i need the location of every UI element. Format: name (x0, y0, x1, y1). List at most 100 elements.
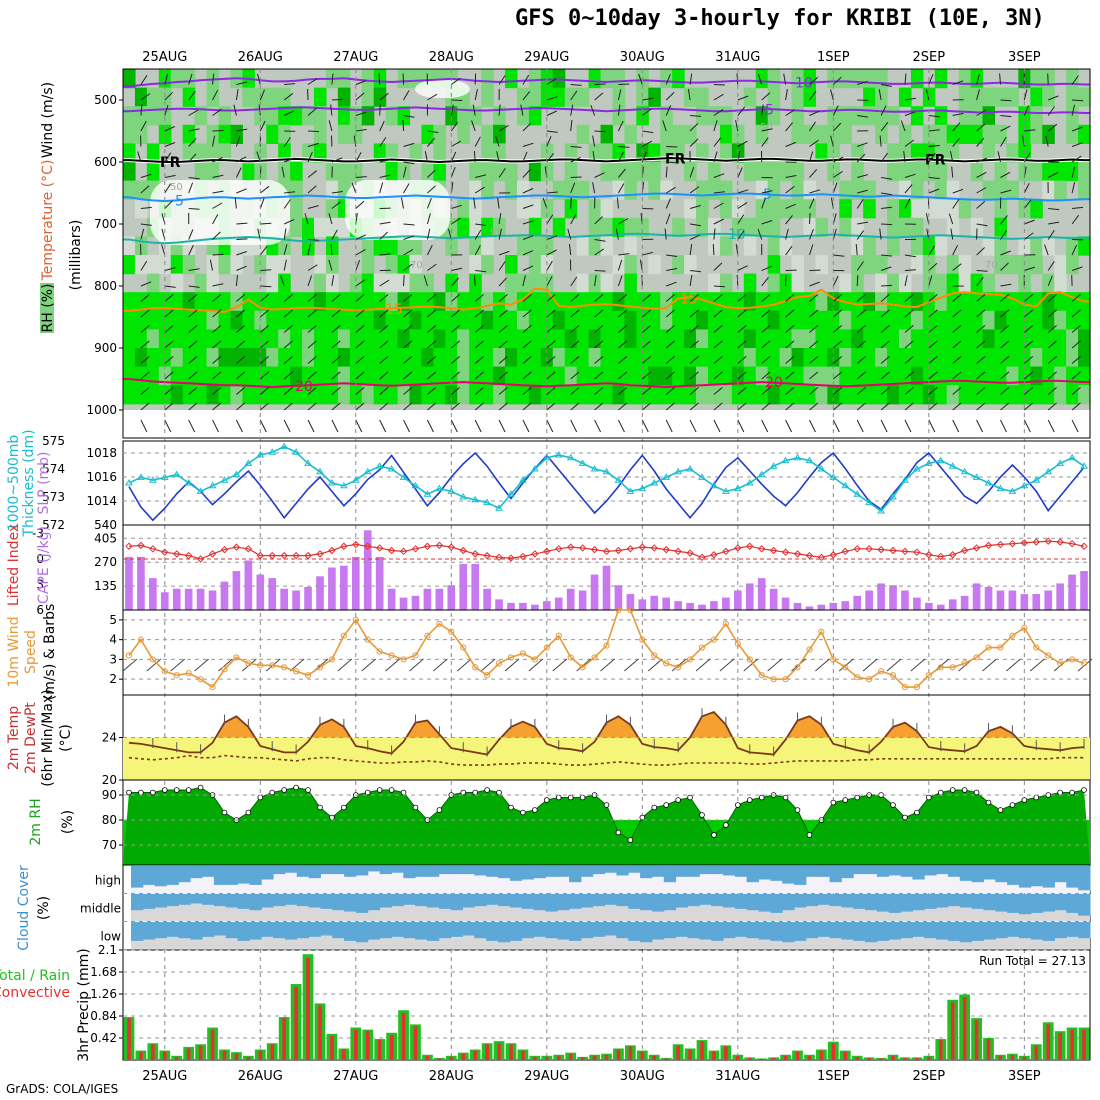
cloud-bar (367, 894, 381, 911)
cloud-bar (604, 922, 617, 936)
rh-shading-cell (314, 255, 327, 275)
rh-shading-cell (516, 236, 530, 256)
rh-shading-cell (182, 366, 196, 386)
wind-speed-line-point (675, 664, 682, 671)
cloud-bar (202, 894, 215, 905)
cape-bar (1008, 590, 1017, 610)
wind-barb (761, 137, 769, 147)
li-point (495, 553, 503, 562)
surface-wind-barb (1000, 419, 1007, 433)
precip-convective-bar (1022, 1056, 1027, 1060)
wind-barb (403, 166, 407, 178)
rh2m-point (842, 797, 849, 803)
thickness-line-point (208, 481, 217, 489)
rh-shading-cell (839, 124, 852, 144)
wind-barb (546, 214, 554, 225)
wind-speed-line-point (161, 668, 168, 675)
cape-bar (256, 574, 265, 610)
rh-shading-cell (624, 162, 637, 182)
cloud-bar (1078, 922, 1091, 939)
rh-shading-cell (469, 255, 482, 275)
surface-wind-barb (1047, 419, 1055, 433)
rh-shading-cell (982, 329, 996, 349)
wind-barb (140, 223, 152, 226)
wind-barb (1047, 294, 1057, 302)
wind-barb (928, 188, 940, 194)
wind-barb (379, 309, 389, 318)
rh-shading-cell (624, 217, 637, 237)
rh-shading-cell (373, 87, 387, 107)
cloud-bar (711, 894, 724, 907)
rh-shading-cell (576, 366, 590, 386)
rh-shading-cell (588, 69, 602, 89)
wind-barb (259, 198, 265, 209)
wind-barb (1024, 129, 1036, 132)
rh-shading-cell (421, 162, 434, 182)
wind-barb (737, 230, 745, 240)
rh-shading-cell (934, 124, 948, 144)
li-point (507, 554, 515, 562)
wind-barb (689, 356, 699, 364)
rh-shading-cell (934, 106, 948, 126)
li-line (128, 540, 1085, 560)
cape-bar (447, 585, 456, 610)
cloud-bar (675, 894, 688, 908)
wind-barb (570, 294, 580, 302)
rh-shading-cell (493, 310, 506, 330)
wind-barb (689, 294, 699, 302)
wind-barb (1000, 262, 1009, 271)
wind-barb (307, 130, 320, 133)
li-point (590, 545, 599, 554)
wind-barb (307, 402, 317, 411)
rh-shading-cell (290, 199, 303, 219)
wind-barb (260, 285, 272, 288)
rh-shading-cell (170, 366, 184, 386)
rh-shading-cell (254, 106, 267, 126)
cape-bar (566, 588, 575, 610)
cloud-bar (1042, 866, 1055, 888)
wind-barb (1071, 75, 1079, 85)
rh-shading-cell (910, 199, 924, 219)
wind-barb (259, 89, 265, 101)
rh-shading-cell (194, 273, 208, 293)
temperature-contour-label: 15 (385, 302, 403, 318)
cloud-bar (770, 866, 783, 881)
wind-barb (809, 139, 819, 147)
wind-barb (188, 109, 199, 116)
rh-shading-cell (1006, 180, 1019, 200)
rh-shading-cell (946, 143, 960, 163)
pressure-tick-label: 800 (94, 279, 117, 293)
rh-shading-cell (528, 217, 542, 237)
rh-shading-cell (922, 329, 936, 349)
cloud-bar (1030, 922, 1044, 940)
rh-shading-cell (1066, 329, 1079, 349)
wind-barb (809, 281, 820, 287)
rh-shading-cell (540, 329, 554, 349)
rh-shading-cell (875, 273, 888, 293)
surface-wind-barb (235, 419, 243, 433)
wind10m-barb (743, 658, 759, 672)
rh-shading-cell (421, 124, 434, 144)
wind-barb (212, 402, 222, 411)
wind-barb (1044, 244, 1049, 256)
wind-barb (281, 166, 285, 178)
li-point (650, 544, 658, 552)
cape-bar (960, 595, 969, 610)
rh-shading-cell (290, 329, 303, 349)
wind-barb (355, 260, 361, 271)
cloud-bar (995, 922, 1008, 939)
rh-shading-cell (887, 143, 900, 163)
cape-bar (841, 601, 850, 610)
precip-convective-bar (867, 1057, 871, 1060)
li-point (674, 547, 682, 556)
rh2m-point (830, 799, 837, 806)
wind-barb (355, 176, 367, 178)
precip-convective-bar (1010, 1054, 1015, 1060)
wind-barb (212, 356, 222, 364)
rh-shading-cell (600, 143, 614, 163)
wind-barb (450, 325, 461, 333)
rh-shading-cell (278, 162, 291, 182)
wind-speed-line-point (495, 660, 503, 667)
wind-barb (928, 309, 938, 318)
rh-shading-cell (696, 310, 709, 330)
